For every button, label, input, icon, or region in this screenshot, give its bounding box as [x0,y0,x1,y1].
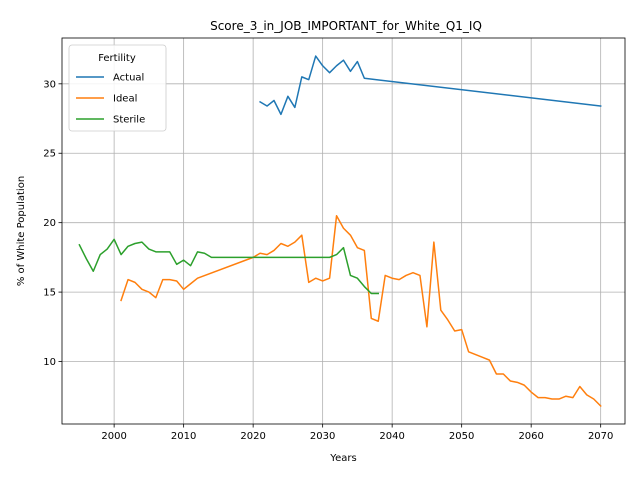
series-line-sterile [78,238,379,295]
chart-title: Score_3_in_JOB_IMPORTANT_for_White_Q1_IQ [210,19,482,33]
x-axis-label: Years [329,453,356,464]
y-tick-label: 25 [43,149,56,160]
legend-items: Actual Ideal Sterile [76,73,145,126]
legend: Fertility Actual Ideal Sterile [68,44,167,132]
gridlines [62,38,625,424]
legend-box [68,44,167,132]
legend-label-actual: Actual [113,73,144,84]
x-tick-label: 2010 [171,431,196,442]
y-tick-label: 30 [43,79,56,90]
x-tick-label: 2060 [518,431,543,442]
series-line-actual [259,55,602,116]
x-tick-label: 2070 [588,431,613,442]
series-lines [78,55,602,408]
x-tick-label: 2020 [240,431,265,442]
x-tick-label: 2030 [310,431,335,442]
y-tick-label: 10 [43,357,56,368]
series-line-ideal [120,214,602,408]
axis-ticks: 2000 2010 2020 2030 2040 2050 2060 2070 10 15 20 25… [43,79,613,442]
y-tick-label: 15 [43,288,56,299]
plot-frame [61,37,626,425]
y-axis-label: % of White Population [16,176,27,286]
x-tick-label: 2000 [101,431,126,442]
legend-title: Fertility [98,53,136,64]
x-tick-label: 2040 [379,431,404,442]
legend-label-sterile: Sterile [113,115,145,126]
y-tick-label: 20 [43,218,56,229]
legend-label-ideal: Ideal [113,94,137,105]
x-tick-label: 2050 [449,431,474,442]
